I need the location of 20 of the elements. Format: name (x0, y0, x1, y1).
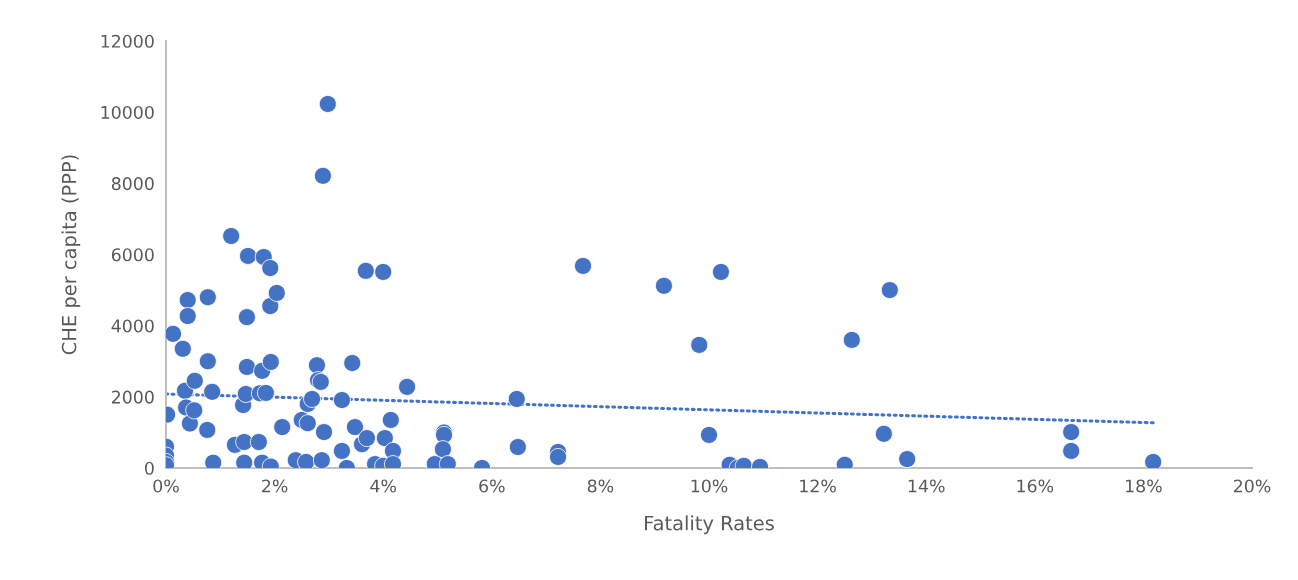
x-tick-label: 16% (1017, 479, 1054, 493)
x-tick-label: 0% (153, 479, 179, 493)
x-tick-label: 8% (587, 479, 614, 493)
x-tick-label: 18% (1126, 479, 1162, 493)
x-tick-label: 2% (262, 479, 288, 493)
y-tick-label: 4000 (111, 319, 154, 333)
x-tick-label: 10% (691, 479, 728, 493)
x-tick-label: 4% (370, 479, 397, 493)
y-tick-label: 0 (144, 461, 154, 475)
y-axis-title: CHE per capita (PPP) (61, 155, 81, 355)
y-tick-label: 10000 (101, 105, 154, 120)
x-axis-title: Fatality Rates (645, 515, 774, 535)
y-tick-label: 6000 (111, 248, 154, 262)
x-tick-label: 20% (1233, 479, 1271, 493)
x-tick-label: 6% (479, 479, 505, 493)
x-tick-label: 12% (800, 479, 836, 493)
y-tick-label: 12000 (101, 34, 154, 48)
y-tick-label: 2000 (111, 390, 154, 404)
y-tick-label: 8000 (111, 177, 154, 191)
x-tick-label: 14% (908, 479, 945, 493)
